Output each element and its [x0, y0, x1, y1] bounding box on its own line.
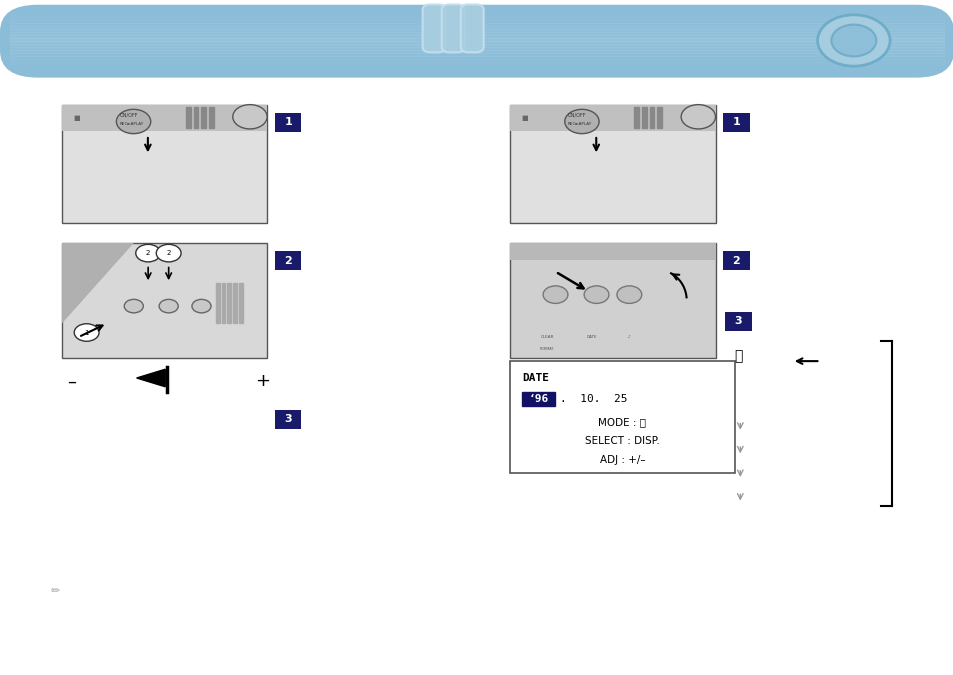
Bar — [10, 41, 943, 44]
Circle shape — [156, 244, 181, 262]
Bar — [238, 284, 242, 323]
Circle shape — [542, 286, 567, 304]
Bar — [10, 20, 943, 24]
Text: 2: 2 — [146, 250, 151, 256]
Circle shape — [680, 105, 715, 129]
Text: ✏: ✏ — [51, 586, 60, 595]
Text: ‘96: ‘96 — [528, 394, 548, 404]
Bar — [10, 11, 943, 14]
Bar — [227, 284, 231, 323]
Text: ■: ■ — [521, 115, 527, 121]
Circle shape — [116, 109, 151, 134]
Bar — [201, 107, 206, 128]
Bar — [649, 107, 654, 128]
Text: 2: 2 — [732, 256, 740, 265]
Text: DATE: DATE — [521, 373, 548, 383]
Circle shape — [564, 109, 598, 134]
Bar — [10, 47, 943, 50]
Text: ADJ : +/–: ADJ : +/– — [599, 455, 644, 464]
Text: FORMAT: FORMAT — [539, 346, 554, 350]
Text: CLEAR: CLEAR — [540, 335, 554, 339]
Text: ■: ■ — [73, 115, 79, 121]
Bar — [10, 62, 943, 65]
Text: DATE: DATE — [586, 335, 598, 339]
Bar — [233, 284, 236, 323]
FancyBboxPatch shape — [441, 4, 464, 53]
Bar — [10, 35, 943, 38]
FancyBboxPatch shape — [724, 312, 751, 331]
Bar — [10, 68, 943, 71]
FancyBboxPatch shape — [722, 113, 749, 132]
Text: MODE : 🔒: MODE : 🔒 — [598, 417, 646, 427]
Text: –: – — [67, 373, 76, 390]
Bar — [10, 56, 943, 59]
Text: 2: 2 — [284, 256, 292, 265]
Text: REC►APLAY: REC►APLAY — [567, 122, 591, 126]
Text: 1: 1 — [284, 117, 292, 127]
Bar — [510, 243, 715, 358]
Circle shape — [135, 244, 160, 262]
Bar — [10, 14, 943, 18]
Bar — [521, 392, 555, 406]
Bar — [10, 26, 943, 29]
Bar — [10, 44, 943, 47]
Bar — [510, 105, 715, 223]
Bar — [186, 107, 191, 128]
Text: +: + — [254, 373, 270, 390]
Bar — [10, 38, 943, 41]
Circle shape — [617, 286, 641, 304]
Circle shape — [830, 24, 876, 57]
FancyBboxPatch shape — [274, 410, 301, 429]
Bar — [62, 243, 267, 358]
Text: ♪: ♪ — [627, 335, 630, 339]
Text: ON/OFF: ON/OFF — [119, 113, 137, 117]
Text: 3: 3 — [734, 317, 741, 326]
Bar — [62, 105, 267, 131]
Bar — [10, 24, 943, 26]
Bar — [10, 50, 943, 53]
Text: .  10.  25: . 10. 25 — [559, 394, 627, 404]
Bar — [209, 107, 213, 128]
FancyBboxPatch shape — [722, 251, 749, 270]
Bar — [10, 59, 943, 62]
Bar — [10, 53, 943, 56]
FancyBboxPatch shape — [422, 4, 445, 53]
Circle shape — [233, 105, 267, 129]
Polygon shape — [136, 369, 165, 387]
Bar — [62, 105, 267, 223]
Bar — [215, 284, 219, 323]
Circle shape — [583, 286, 608, 304]
Circle shape — [124, 300, 143, 313]
Circle shape — [192, 300, 211, 313]
Text: ON/OFF: ON/OFF — [567, 113, 585, 117]
Text: SELECT : DISP.: SELECT : DISP. — [584, 436, 659, 446]
Text: 1: 1 — [732, 117, 740, 127]
Circle shape — [817, 15, 889, 66]
FancyBboxPatch shape — [0, 5, 953, 78]
FancyBboxPatch shape — [274, 251, 301, 270]
Bar — [10, 65, 943, 68]
Circle shape — [74, 324, 99, 342]
Bar — [221, 284, 225, 323]
Text: 3: 3 — [284, 414, 292, 424]
Text: REC►APLAY: REC►APLAY — [119, 122, 143, 126]
Circle shape — [159, 300, 178, 313]
Bar — [193, 107, 198, 128]
Text: 2: 2 — [167, 250, 171, 256]
Bar — [510, 105, 715, 131]
Text: 🔒: 🔒 — [734, 350, 741, 363]
Bar — [510, 361, 734, 472]
Bar — [641, 107, 646, 128]
FancyBboxPatch shape — [460, 4, 483, 53]
Bar — [657, 107, 661, 128]
FancyBboxPatch shape — [274, 113, 301, 132]
Bar — [10, 29, 943, 32]
Bar — [634, 107, 639, 128]
Bar — [10, 32, 943, 35]
Polygon shape — [62, 243, 133, 323]
Text: 1: 1 — [84, 329, 89, 335]
Bar — [10, 18, 943, 20]
Bar — [510, 243, 715, 260]
